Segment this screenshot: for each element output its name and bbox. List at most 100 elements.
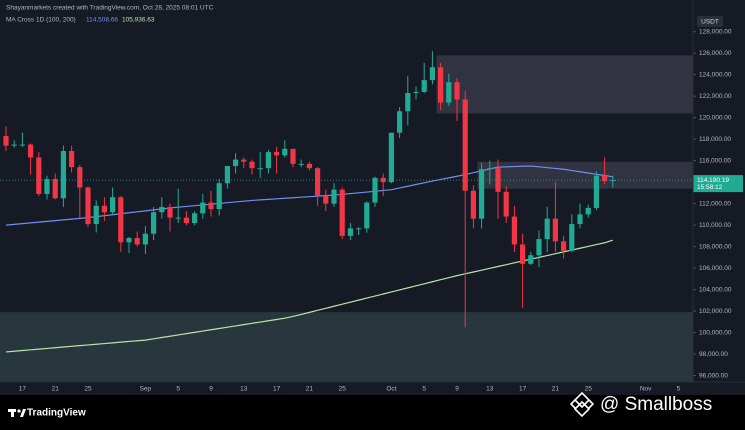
zone — [436, 55, 693, 114]
candle-body — [536, 239, 542, 256]
candle-body — [142, 233, 148, 245]
candle-body — [306, 163, 312, 169]
candle-body — [44, 178, 50, 194]
y-tick-label: 108,000.00 — [699, 243, 732, 250]
candle-body — [36, 157, 42, 194]
candle-body — [544, 218, 550, 240]
y-tick-label: 112,000.00 — [699, 200, 731, 207]
candle-body — [298, 163, 304, 165]
x-tick-label: 5 — [677, 386, 681, 393]
candle-body — [282, 148, 288, 156]
countdown: 15:58:12 — [697, 184, 723, 191]
x-tick-label: 25 — [585, 386, 593, 393]
chart-title: Shayanmarkets created with TradingView.c… — [6, 5, 214, 12]
zone — [477, 161, 693, 189]
candle-body — [462, 99, 468, 191]
moving-average-line — [5, 165, 613, 226]
watermark: @ Smallboss — [600, 394, 712, 415]
candle-body — [577, 214, 583, 225]
candle-body — [520, 244, 526, 264]
candle-body — [421, 80, 427, 92]
x-tick-label: Oct — [386, 386, 396, 393]
candle-body — [438, 67, 444, 103]
candle-body — [224, 166, 230, 184]
candle-body — [19, 144, 25, 146]
candle-body — [323, 196, 329, 204]
brand: TradingView — [27, 408, 86, 419]
y-tick-label: 116,000.00 — [699, 157, 731, 164]
y-tick-label: 120,000.00 — [699, 114, 732, 121]
candle-body — [552, 218, 558, 242]
y-tick-label: 98,000.00 — [699, 351, 728, 358]
candle-body — [52, 178, 58, 199]
candle-body — [380, 177, 386, 183]
last-price-label: 114,190.19 — [697, 177, 729, 184]
candle-body — [356, 228, 362, 230]
candle-body — [569, 224, 575, 251]
candle-body — [183, 217, 189, 223]
candle-body — [175, 217, 181, 219]
zone — [0, 312, 693, 382]
currency-badge[interactable] — [697, 16, 723, 27]
candle-body — [593, 175, 599, 208]
candle-body — [60, 151, 66, 199]
x-tick-label: 13 — [240, 386, 248, 393]
candle-body — [405, 92, 411, 112]
brand-logo — [8, 409, 26, 417]
candle-body — [241, 159, 247, 162]
indicator-value: 105,936.63 — [122, 17, 155, 24]
candle-body — [167, 206, 173, 218]
candle-body — [200, 202, 206, 214]
x-tick-label: Sep — [140, 386, 152, 393]
candle-body — [331, 189, 337, 204]
candle-body — [274, 152, 280, 156]
candle-body — [372, 177, 378, 203]
x-tick-label: 17 — [519, 386, 527, 393]
candle-body — [470, 190, 476, 219]
candle-body — [151, 212, 157, 234]
candle-body — [339, 189, 345, 236]
candle-body — [3, 135, 9, 146]
candle-body — [265, 152, 271, 169]
candle-body — [413, 91, 419, 93]
candle-body — [11, 144, 17, 146]
candle-body — [585, 207, 591, 215]
currency[interactable]: USDT — [701, 19, 719, 26]
candle-body — [118, 197, 124, 243]
candle-body — [290, 148, 296, 164]
candle-body — [454, 82, 460, 100]
candle-body — [487, 168, 493, 170]
candle-body — [364, 202, 370, 229]
candle-body — [429, 67, 435, 81]
y-tick-label: 128,000.00 — [699, 28, 732, 35]
candle-body — [249, 161, 255, 169]
y-tick-label: 104,000.00 — [699, 286, 732, 293]
y-tick-label: 96,000.00 — [699, 372, 728, 379]
x-tick-label: 17 — [19, 386, 27, 393]
x-tick-label: 21 — [552, 386, 560, 393]
candle-body — [28, 144, 34, 158]
candle-body — [561, 241, 567, 251]
candle-body — [610, 180, 616, 182]
candle-body — [347, 228, 353, 236]
candle-body — [511, 216, 517, 245]
x-tick-label: 9 — [455, 386, 459, 393]
y-tick-label: 102,000.00 — [699, 308, 732, 315]
y-tick-label: 110,000.00 — [699, 222, 731, 229]
y-tick-label: 122,000.00 — [699, 93, 732, 100]
x-tick-label: 21 — [52, 386, 60, 393]
last-price-badge — [693, 175, 743, 193]
x-tick-label: 13 — [486, 386, 494, 393]
y-tick-label: 118,000.00 — [699, 136, 731, 143]
indicator-label: MA Cross 1D (100, 200) — [6, 17, 76, 24]
watermark-icon — [569, 391, 595, 418]
x-tick-label: 25 — [84, 386, 92, 393]
x-tick-label: 21 — [306, 386, 314, 393]
candle-body — [134, 238, 140, 245]
footer-background — [0, 395, 745, 430]
candle-body — [159, 206, 165, 213]
candle-body — [446, 82, 452, 103]
y-tick-label: 106,000.00 — [699, 265, 732, 272]
